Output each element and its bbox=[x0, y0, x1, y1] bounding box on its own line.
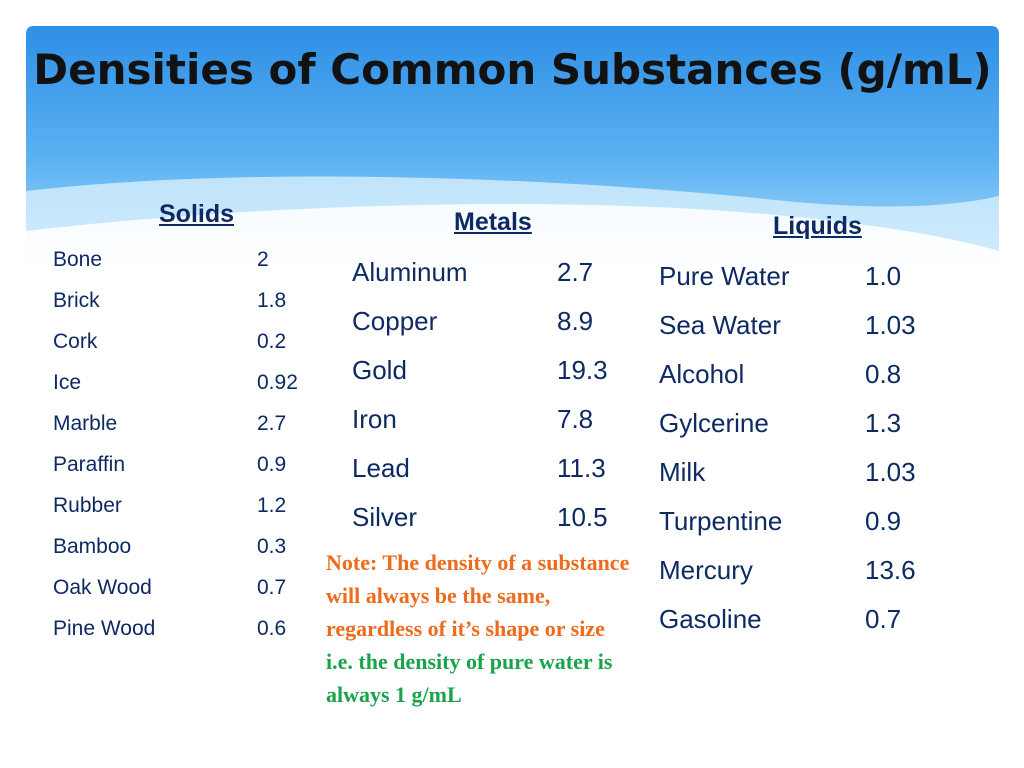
substance-name: Aluminum bbox=[352, 257, 468, 287]
density-value: 0.2 bbox=[257, 330, 287, 353]
substance-name: Bone bbox=[53, 248, 103, 271]
substance-name: Ice bbox=[53, 371, 82, 394]
substance-name: Mercury bbox=[659, 555, 753, 585]
header-sky-background bbox=[26, 26, 999, 276]
substance-name: Paraffin bbox=[53, 453, 125, 476]
substance-name: Rubber bbox=[53, 494, 122, 517]
density-value: 0.7 bbox=[865, 604, 902, 634]
density-value: 11.3 bbox=[557, 453, 606, 483]
substance-name: Alcohol bbox=[659, 359, 745, 389]
solids-table: Solids Bone 2 Brick 1.8 Cork 0.2 Ice 0.9… bbox=[53, 198, 315, 648]
substance-name: Bamboo bbox=[53, 535, 132, 558]
substance-name: Marble bbox=[53, 412, 118, 435]
liquids-table: Liquids Pure Water 1.0 Sea Water 1.03 Al… bbox=[659, 210, 939, 640]
density-value: 13.6 bbox=[865, 555, 916, 585]
density-value: 1.3 bbox=[865, 408, 902, 438]
note-example-text: i.e. the density of pure water is always… bbox=[326, 649, 613, 707]
density-value: 1.8 bbox=[257, 289, 287, 312]
note-main-text: Note: The density of a substance will al… bbox=[326, 550, 630, 641]
substance-name: Lead bbox=[352, 453, 410, 483]
substance-name: Gold bbox=[352, 355, 407, 385]
density-value: 8.9 bbox=[557, 306, 594, 336]
density-value: 1.2 bbox=[257, 494, 287, 517]
substance-name: Pine Wood bbox=[53, 617, 156, 640]
density-note: Note: The density of a substance will al… bbox=[326, 546, 636, 711]
density-value: 0.92 bbox=[257, 371, 298, 394]
density-value: 0.9 bbox=[257, 453, 287, 476]
substance-name: Gylcerine bbox=[659, 408, 769, 438]
density-value: 2 bbox=[257, 248, 269, 271]
density-value: 0.6 bbox=[257, 617, 287, 640]
density-value: 19.3 bbox=[557, 355, 608, 385]
density-value: 2.7 bbox=[557, 257, 594, 287]
substance-name: Milk bbox=[659, 457, 706, 487]
density-value: 0.3 bbox=[257, 535, 287, 558]
substance-name: Turpentine bbox=[659, 506, 783, 536]
substance-name: Silver bbox=[352, 502, 418, 532]
density-value: 7.8 bbox=[557, 404, 594, 434]
substance-name: Cork bbox=[53, 330, 98, 353]
substance-name: Brick bbox=[53, 289, 100, 312]
density-value: 0.7 bbox=[257, 576, 287, 599]
header-wave-white bbox=[26, 204, 999, 276]
solids-heading: Solids bbox=[159, 200, 235, 228]
density-value: 2.7 bbox=[257, 412, 287, 435]
liquids-heading: Liquids bbox=[773, 212, 862, 240]
density-value: 1.03 bbox=[865, 457, 916, 487]
substance-name: Copper bbox=[352, 306, 438, 336]
substance-name: Sea Water bbox=[659, 310, 781, 340]
density-value: 0.8 bbox=[865, 359, 902, 389]
substance-name: Pure Water bbox=[659, 261, 790, 291]
density-value: 10.5 bbox=[557, 502, 608, 532]
substance-name: Gasoline bbox=[659, 604, 762, 634]
density-value: 1.0 bbox=[865, 261, 902, 291]
density-value: 0.9 bbox=[865, 506, 902, 536]
substance-name: Iron bbox=[352, 404, 397, 434]
page-title: Densities of Common Substances (g/mL) bbox=[33, 45, 992, 94]
metals-heading: Metals bbox=[454, 208, 532, 236]
substance-name: Oak Wood bbox=[53, 576, 152, 599]
metals-table: Metals Aluminum 2.7 Copper 8.9 Gold 19.3… bbox=[352, 206, 627, 536]
density-value: 1.03 bbox=[865, 310, 916, 340]
